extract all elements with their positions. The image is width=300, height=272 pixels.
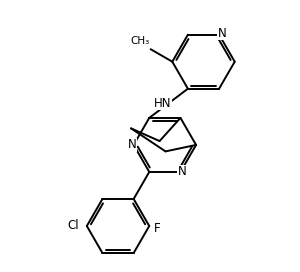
Text: F: F: [154, 222, 160, 236]
Text: CH₃: CH₃: [130, 36, 149, 46]
Text: N: N: [128, 138, 136, 152]
Text: HN: HN: [154, 97, 171, 110]
Text: Cl: Cl: [68, 220, 80, 233]
Text: N: N: [218, 27, 226, 40]
Text: N: N: [178, 165, 186, 178]
